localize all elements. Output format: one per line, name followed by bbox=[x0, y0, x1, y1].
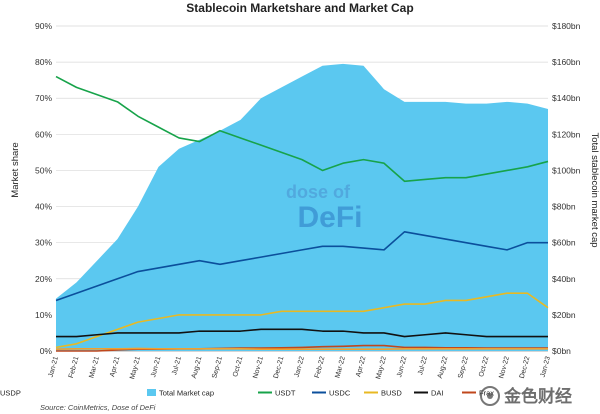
y2-tick-label: $180bn bbox=[552, 21, 581, 31]
series-line-dai bbox=[56, 328, 548, 338]
y-tick-label: 60% bbox=[35, 129, 52, 139]
x-tick-label: Dec-21 bbox=[273, 356, 286, 380]
x-tick-label: Jan-21 bbox=[48, 356, 60, 379]
x-tick-label: Nov-22 bbox=[498, 356, 511, 380]
corner-watermark: 金色财经 bbox=[480, 386, 572, 406]
y2-tick-label: $80bn bbox=[552, 202, 576, 212]
legend-label: USDT bbox=[275, 389, 296, 398]
y-tick-label: 90% bbox=[35, 21, 52, 31]
legend-label: BUSD bbox=[381, 389, 402, 398]
market-cap-area bbox=[56, 63, 548, 352]
x-tick-label: Oct-21 bbox=[232, 356, 244, 378]
y-tick-label: 10% bbox=[35, 310, 52, 320]
left-axis-ticks: 0% 10% 20% 30% 40% 50% 60% 70% 80% 90% bbox=[35, 21, 52, 356]
y-tick-label: 50% bbox=[35, 165, 52, 175]
y2-tick-label: $0bn bbox=[552, 346, 571, 356]
x-tick-label: Aug-21 bbox=[191, 356, 204, 380]
legend-label: DAI bbox=[431, 389, 444, 398]
legend-label: USDC bbox=[329, 389, 351, 398]
x-tick-label: May-22 bbox=[375, 356, 388, 380]
y-tick-label: 80% bbox=[35, 57, 52, 67]
y2-tick-label: $140bn bbox=[552, 93, 581, 103]
x-tick-label: Jun-21 bbox=[150, 356, 162, 379]
series-line-usdc bbox=[55, 231, 548, 302]
y2-axis-label: Total stablecoin market cap bbox=[589, 132, 600, 247]
watermark-line1: dose of bbox=[286, 182, 351, 202]
corner-watermark-icon bbox=[480, 386, 500, 406]
legend-label: Total Market cap bbox=[159, 389, 214, 398]
y-tick-label: 70% bbox=[35, 93, 52, 103]
corner-watermark-icon-dot bbox=[487, 393, 493, 399]
corner-watermark-text: 金色财经 bbox=[503, 386, 572, 406]
watermark-dose-of-defi: dose of DeFi bbox=[286, 182, 363, 234]
x-tick-label: Feb-22 bbox=[314, 356, 327, 379]
y-tick-label: 0% bbox=[40, 346, 53, 356]
x-tick-label: Mar-22 bbox=[334, 356, 347, 379]
x-tick-label: Apr-22 bbox=[355, 356, 367, 378]
series-line-usdt bbox=[55, 75, 549, 183]
y-tick-label: 40% bbox=[35, 202, 52, 212]
x-tick-label: Feb-21 bbox=[68, 356, 81, 379]
y2-tick-label: $40bn bbox=[552, 274, 576, 284]
y2-tick-label: $120bn bbox=[552, 129, 581, 139]
legend-swatch bbox=[147, 389, 156, 396]
y2-tick-label: $100bn bbox=[552, 165, 581, 175]
source-note: Source: CoinMetrics, Dose of DeFi bbox=[40, 403, 156, 412]
y2-tick-label: $160bn bbox=[552, 57, 581, 67]
x-tick-label: Jan-22 bbox=[294, 356, 306, 379]
market-cap-area-layer bbox=[56, 63, 548, 352]
x-tick-label: Aug-22 bbox=[437, 356, 450, 380]
x-tick-label: Jul-21 bbox=[171, 356, 183, 376]
right-axis-ticks: $0bn $20bn $40bn $60bn $80bn $100bn $120bn $140… bbox=[552, 21, 581, 356]
x-tick-label: Jun-22 bbox=[396, 356, 408, 379]
x-tick-label: Jan-23 bbox=[540, 356, 552, 379]
x-tick-label: Sep-21 bbox=[211, 356, 224, 380]
chart-legend: Total Market cap USDT USDC BUSD DAI Frax USDP bbox=[0, 389, 494, 398]
y-tick-label: 20% bbox=[35, 274, 52, 284]
x-tick-label: May-21 bbox=[129, 356, 142, 380]
x-tick-label: Dec-22 bbox=[519, 356, 532, 380]
y2-tick-label: $20bn bbox=[552, 310, 576, 320]
series-line-usdp bbox=[55, 347, 548, 350]
chart-title: Stablecoin Marketshare and Market Cap bbox=[186, 1, 413, 15]
x-tick-label: Nov-21 bbox=[252, 356, 265, 380]
x-tick-label: Jul-22 bbox=[417, 356, 429, 376]
x-tick-label: Sep-22 bbox=[457, 356, 470, 380]
series-line-busd bbox=[55, 292, 549, 349]
legend-label: USDP bbox=[0, 389, 21, 398]
x-tick-label: Mar-21 bbox=[88, 356, 101, 379]
y-axis-label: Market share bbox=[10, 142, 21, 197]
x-tick-label: Oct-22 bbox=[478, 356, 490, 378]
y-tick-label: 30% bbox=[35, 238, 52, 248]
legend-label: Frax bbox=[479, 389, 494, 398]
y2-tick-label: $60bn bbox=[552, 238, 576, 248]
x-axis-ticks: Jan-21 Feb-21 Mar-21 Apr-21 May-21 Jun-21 Jul-… bbox=[48, 356, 552, 380]
watermark-line2: DeFi bbox=[297, 201, 362, 234]
x-tick-label: Apr-21 bbox=[109, 356, 121, 378]
series-lines-layer bbox=[55, 75, 549, 352]
